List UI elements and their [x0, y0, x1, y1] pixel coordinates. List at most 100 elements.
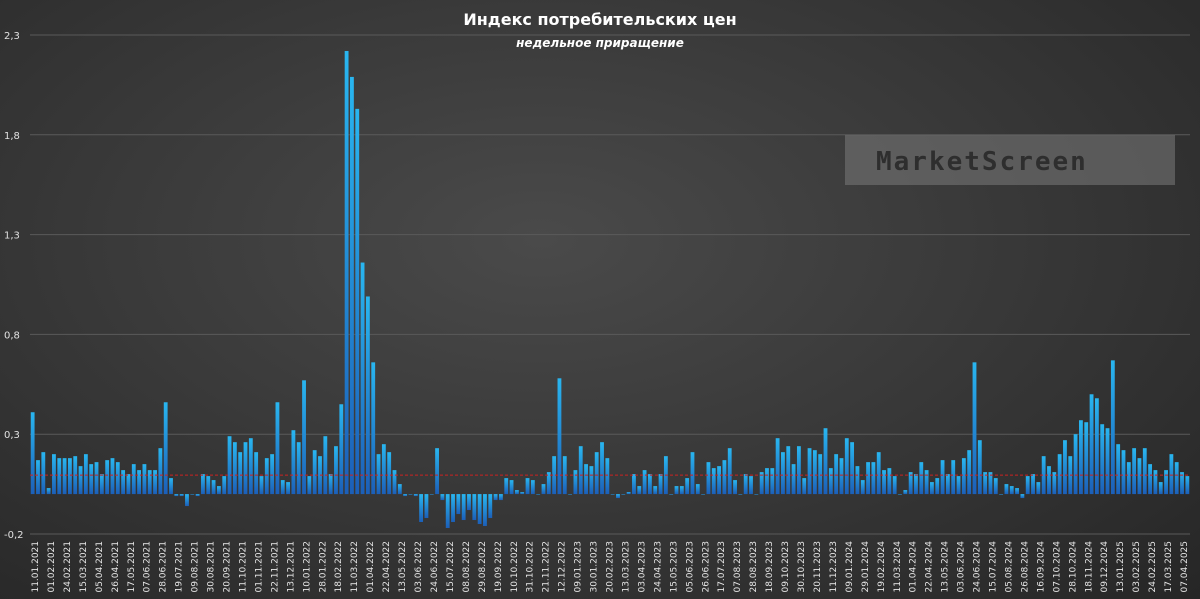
bar [807, 448, 812, 495]
x-axis: 11.01.2021 01.02.2021 24.02.2021 15.03.2021… [31, 541, 1190, 593]
bar [616, 494, 620, 499]
bar [999, 494, 1004, 495]
x-tick-label: 18.02.2022 [334, 541, 344, 593]
bar [280, 480, 285, 495]
x-tick-label: 15.07.2022 [446, 541, 456, 593]
bar [360, 262, 365, 495]
x-tick-label: 01.04.2022 [366, 541, 376, 593]
watermark-text: MarketScreen [876, 147, 1088, 177]
x-tick-label: 07.04.2025 [1180, 541, 1190, 593]
bar [1121, 450, 1126, 495]
bar [222, 476, 227, 495]
bar [1174, 462, 1179, 495]
bar [1041, 456, 1046, 495]
x-tick-label: 17.03.2025 [1164, 541, 1174, 593]
bar [248, 438, 253, 495]
x-tick-label: 01.11.2021 [254, 541, 264, 593]
bar [99, 474, 104, 495]
bar [977, 440, 982, 495]
bar [291, 430, 296, 495]
bar [376, 454, 381, 495]
bar [1100, 424, 1105, 495]
bar [275, 402, 280, 495]
x-tick-label: 22.04.2022 [382, 541, 392, 593]
bar [1009, 486, 1014, 495]
x-tick-label: 22.11.2021 [270, 541, 280, 593]
bar [387, 452, 392, 495]
x-tick-label: 05.04.2021 [95, 541, 105, 593]
bar [605, 458, 610, 495]
bar [456, 494, 461, 515]
x-tick-label: 24.04.2023 [653, 541, 663, 593]
bar [477, 494, 482, 525]
bar [610, 494, 615, 495]
x-tick-label: 18.09.2023 [765, 541, 775, 593]
bar [546, 472, 551, 495]
bar [254, 452, 259, 495]
x-tick-label: 24.02.2021 [63, 541, 73, 593]
bar [105, 460, 110, 495]
x-tick-label: 11.01.2021 [31, 541, 41, 593]
bar [701, 494, 706, 495]
bar [727, 448, 732, 495]
bar [669, 494, 674, 495]
grid [30, 34, 1190, 535]
bar [770, 468, 775, 495]
x-tick-label: 15.07.2024 [989, 541, 999, 593]
bar [908, 472, 913, 495]
bar [451, 494, 455, 523]
bar [211, 480, 216, 495]
bar [717, 466, 721, 495]
bar [887, 468, 892, 495]
bar [972, 362, 977, 495]
bar [525, 478, 530, 495]
bar [945, 474, 950, 495]
bar [504, 478, 509, 495]
x-tick-label: 20.02.2023 [606, 541, 616, 593]
y-tick-label: 0,3 [4, 430, 20, 441]
bar [871, 462, 876, 495]
bar [302, 380, 306, 495]
bar [557, 378, 562, 495]
bar [1169, 454, 1174, 495]
bar [786, 446, 791, 495]
bar [1025, 476, 1030, 495]
bar [142, 464, 147, 495]
x-tick-label: 09.01.2023 [574, 541, 584, 593]
bar [903, 490, 908, 495]
x-tick-label: 03.02.2025 [1132, 541, 1142, 593]
bar [1020, 494, 1025, 499]
bar [855, 466, 860, 495]
bar [323, 436, 328, 495]
bar [57, 458, 62, 495]
bar [238, 452, 243, 495]
bar [1110, 360, 1115, 495]
x-tick-label: 24.06.2024 [973, 541, 983, 593]
x-tick-label: 03.04.2023 [637, 541, 647, 593]
bar [828, 468, 833, 495]
bar [270, 454, 275, 495]
x-tick-label: 19.07.2021 [175, 541, 185, 593]
bar [36, 460, 40, 495]
x-tick-label: 18.11.2024 [1084, 541, 1094, 593]
bar [775, 438, 780, 495]
bar [435, 448, 439, 495]
x-tick-label: 24.06.2022 [430, 541, 440, 593]
bar [568, 494, 573, 495]
bar [860, 480, 865, 495]
bar [956, 476, 961, 495]
bar [765, 468, 769, 495]
bar [1105, 428, 1110, 495]
bar [578, 446, 583, 495]
bar [467, 494, 471, 511]
watermark: MarketScreen [845, 135, 1175, 185]
bar [940, 460, 945, 495]
bar [791, 464, 796, 495]
x-tick-label: 03.06.2024 [957, 541, 967, 593]
bar [514, 490, 519, 495]
bar [509, 480, 514, 495]
bar [930, 482, 934, 495]
bar [834, 454, 839, 495]
bar [30, 412, 35, 495]
bar [440, 494, 445, 501]
